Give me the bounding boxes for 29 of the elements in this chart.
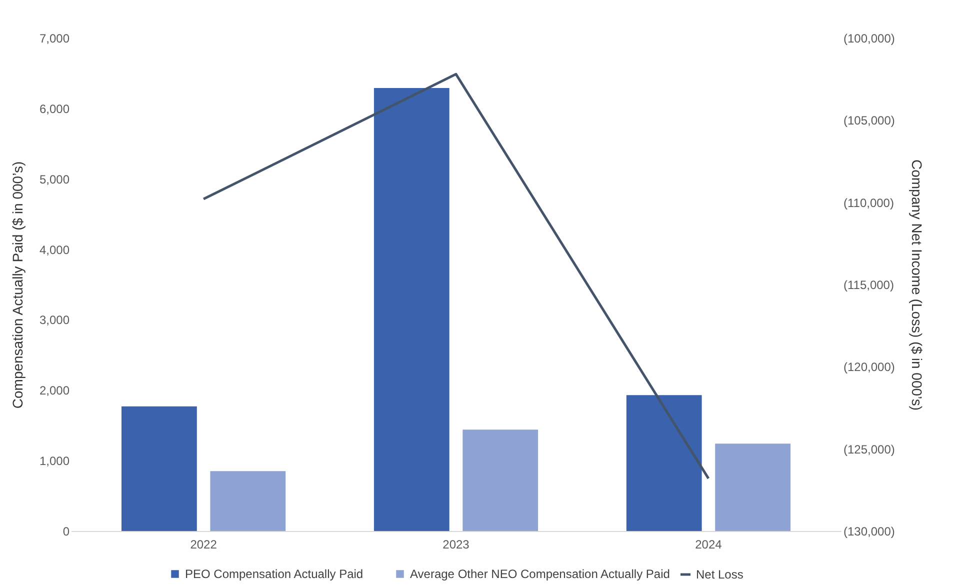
x-tick-label: 2022 bbox=[190, 538, 218, 552]
y2-tick-label: (100,000) bbox=[844, 32, 895, 46]
y-tick-label: 2,000 bbox=[39, 384, 70, 398]
bar bbox=[462, 430, 538, 531]
y2-tick-label: (125,000) bbox=[844, 442, 895, 456]
legend-label: Net Loss bbox=[696, 568, 744, 582]
y2-tick-label: (130,000) bbox=[844, 524, 895, 538]
y-tick-label: 3,000 bbox=[39, 313, 70, 328]
bar bbox=[626, 395, 702, 531]
y-tick-label: 5,000 bbox=[39, 172, 70, 186]
x-tick-label: 2023 bbox=[442, 538, 470, 552]
y-tick-label: 1,000 bbox=[39, 454, 70, 468]
y2-tick-label: (105,000) bbox=[844, 114, 895, 128]
y2-tick-label: (120,000) bbox=[844, 360, 895, 374]
y-tick-label: 0 bbox=[62, 524, 70, 538]
y-tick-label: 4,000 bbox=[39, 242, 70, 257]
bar bbox=[210, 471, 286, 531]
legend-label: PEO Compensation Actually Paid bbox=[185, 567, 364, 581]
y2-axis-title: Company Net Income (Loss) ($ in 000’s) bbox=[908, 159, 925, 411]
y-tick-label: 7,000 bbox=[39, 32, 70, 46]
y-tick-label: 6,000 bbox=[39, 102, 70, 116]
legend-label: Average Other NEO Compensation Actually Paid bbox=[410, 567, 670, 581]
bar bbox=[715, 444, 791, 531]
bar bbox=[374, 88, 450, 531]
bar bbox=[121, 406, 197, 531]
y-axis-title: Compensation Actually Paid ($ in 000’s) bbox=[9, 161, 26, 409]
y2-tick-label: (110,000) bbox=[844, 196, 894, 210]
y2-tick-label: (115,000) bbox=[844, 278, 894, 292]
x-tick-label: 2024 bbox=[695, 538, 722, 552]
